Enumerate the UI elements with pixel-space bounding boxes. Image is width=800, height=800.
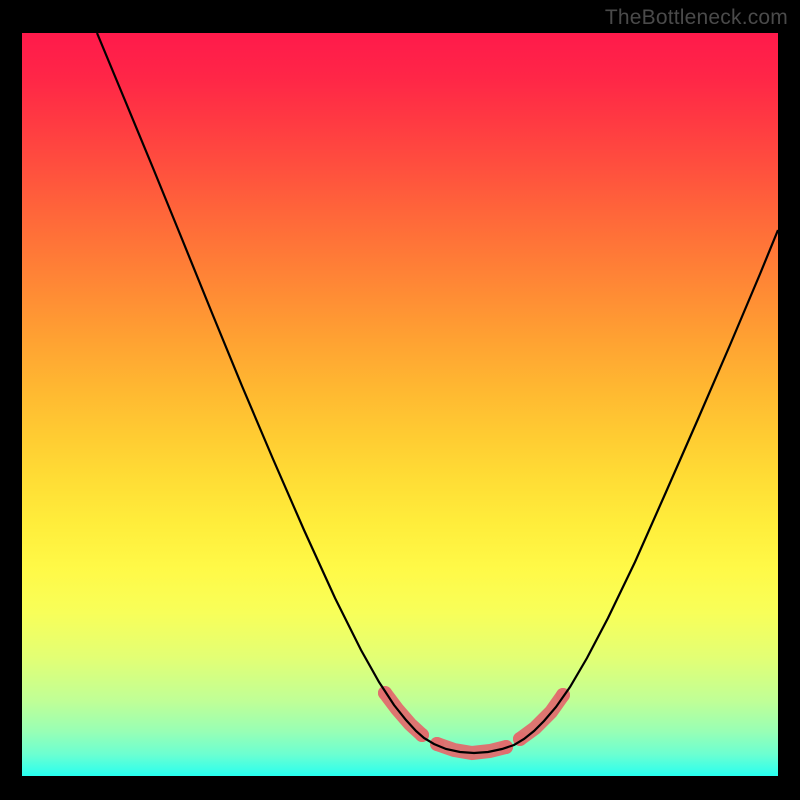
- watermark-text: TheBottleneck.com: [605, 6, 788, 30]
- plot-area: [22, 33, 778, 776]
- bottleneck-curve: [97, 33, 778, 753]
- curve-layer: [22, 33, 778, 776]
